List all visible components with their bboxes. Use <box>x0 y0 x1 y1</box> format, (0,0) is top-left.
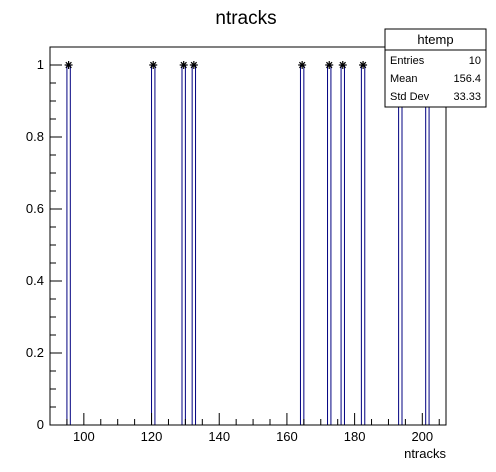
histogram-bar <box>299 64 305 425</box>
histogram-bar <box>151 64 156 425</box>
data-point-marker <box>149 61 158 69</box>
stats-stddev-label: Std Dev <box>390 91 430 103</box>
y-tick-label: 1 <box>37 57 44 72</box>
stats-box-title: htemp <box>417 32 453 47</box>
data-point-marker <box>189 61 198 69</box>
data-point-marker <box>298 61 307 69</box>
x-tick-label: 160 <box>276 429 298 444</box>
y-tick-label: 0.8 <box>26 129 44 144</box>
histogram-bar <box>340 64 345 425</box>
stats-stddev-value: 33.33 <box>453 91 481 103</box>
plot-frame <box>49 46 447 426</box>
histogram-bars <box>66 64 430 425</box>
stats-mean-label: Mean <box>390 73 418 85</box>
data-point-marker <box>64 61 73 69</box>
stats-box: htemp Entries 10 Mean 156.4 Std Dev 33.3… <box>384 28 487 108</box>
x-tick-label: 140 <box>208 429 230 444</box>
stats-mean-value: 156.4 <box>453 73 481 85</box>
histogram-bar <box>398 64 403 425</box>
data-point-marker <box>359 61 368 69</box>
y-tick-label: 0 <box>37 417 44 432</box>
data-markers <box>64 61 432 69</box>
histogram-bar <box>191 64 197 425</box>
stats-entries-label: Entries <box>390 55 425 67</box>
x-tick-label: 180 <box>344 429 366 444</box>
histogram-bar <box>425 64 430 425</box>
chart-title: ntracks <box>215 8 276 29</box>
data-point-marker <box>179 61 188 69</box>
histogram-bar <box>66 64 71 425</box>
data-point-marker <box>325 61 334 69</box>
histogram-bar <box>360 64 366 425</box>
y-tick-label: 0.4 <box>26 273 44 288</box>
data-point-marker <box>338 61 347 69</box>
x-axis-ticks: 100 120 140 160 180 200 <box>49 413 440 444</box>
x-axis-title: ntracks <box>404 446 446 461</box>
histogram-bar <box>181 64 186 425</box>
y-tick-label: 0.6 <box>26 201 44 216</box>
stats-entries-value: 10 <box>469 55 481 67</box>
histogram-bar <box>327 64 332 425</box>
y-tick-label: 0.2 <box>26 345 44 360</box>
y-axis-ticks: 0 0.2 0.4 0.6 0.8 1 <box>26 57 62 432</box>
x-tick-label: 200 <box>411 429 433 444</box>
x-tick-label: 120 <box>141 429 163 444</box>
x-tick-label: 100 <box>73 429 95 444</box>
